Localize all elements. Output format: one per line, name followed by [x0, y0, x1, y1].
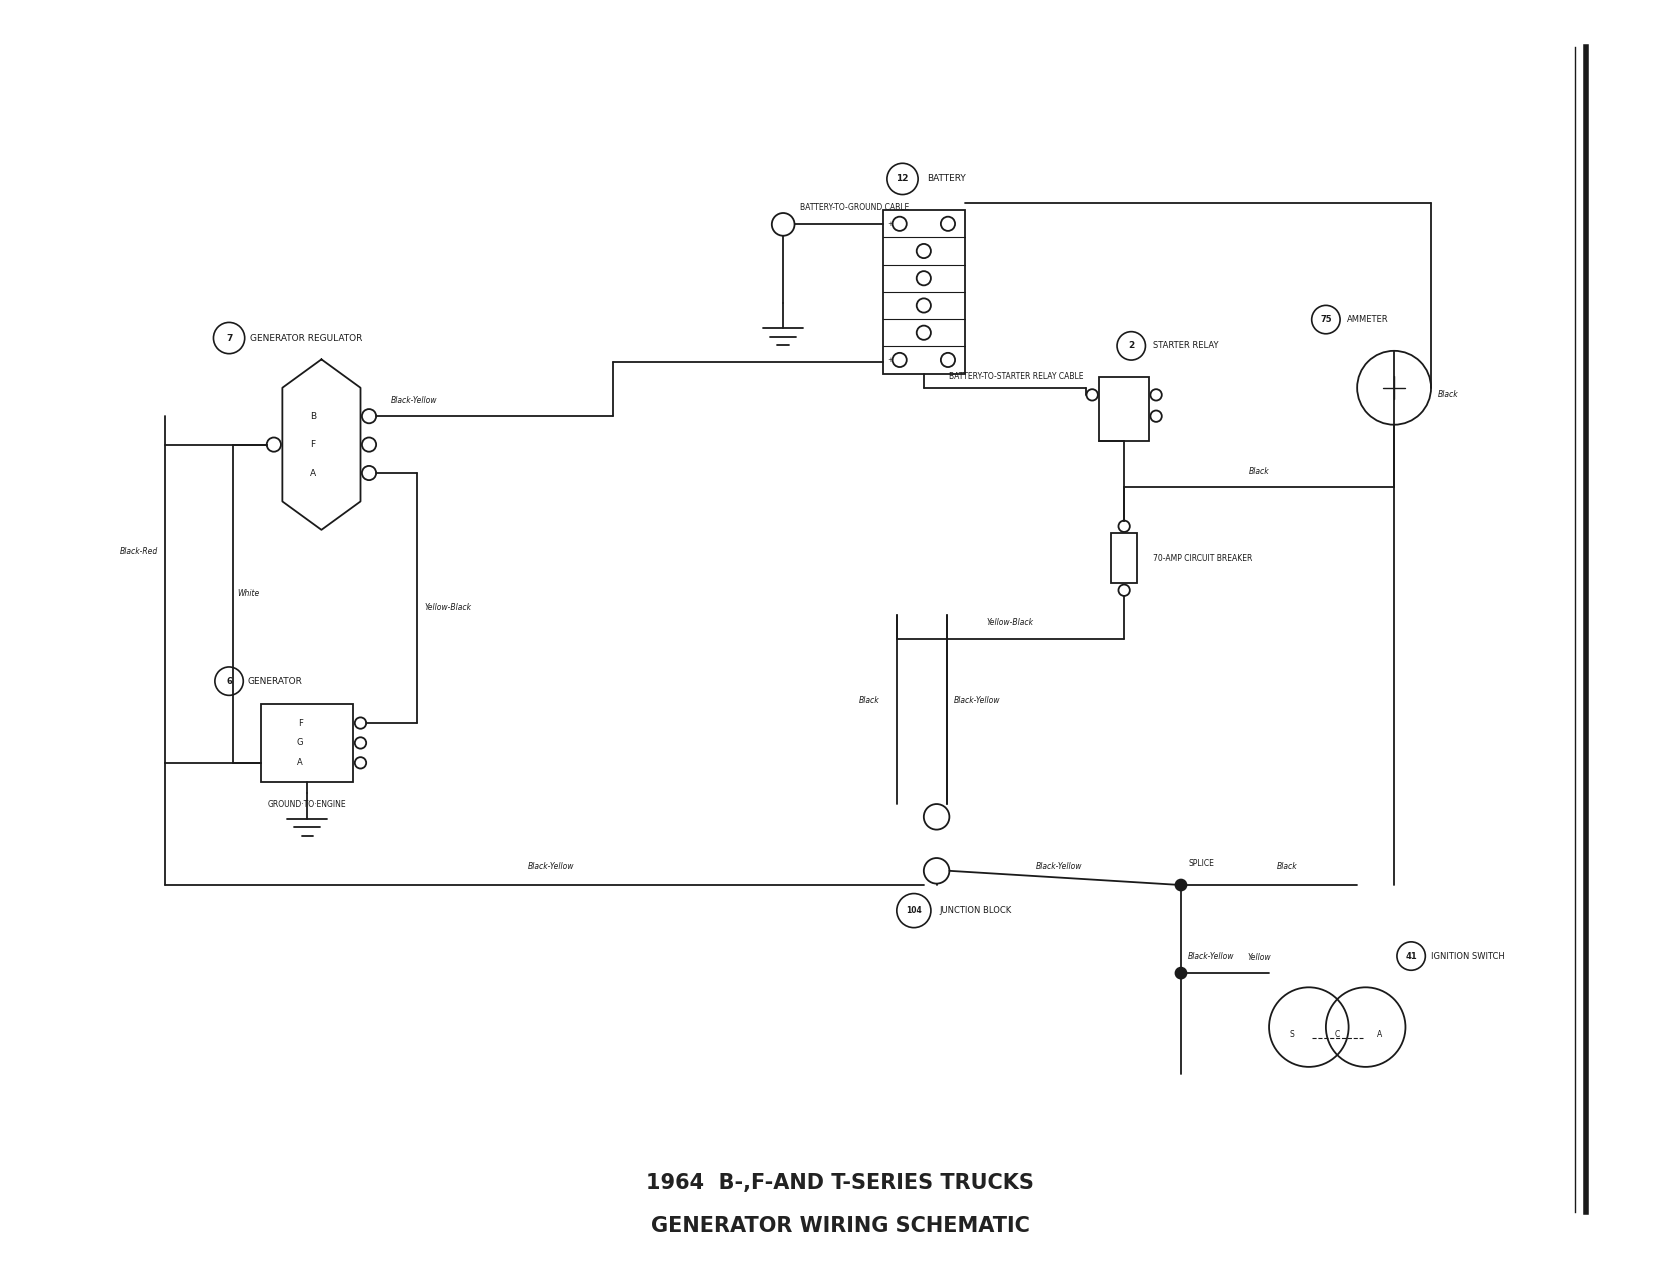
Bar [1112, 533, 1137, 583]
Circle shape [1176, 879, 1186, 891]
Text: BATTERY-TO-STARTER RELAY CABLE: BATTERY-TO-STARTER RELAY CABLE [949, 372, 1084, 381]
Text: G: G [297, 739, 304, 748]
Bar [1099, 377, 1149, 441]
Text: Black: Black [1277, 862, 1299, 871]
Text: Black-Yellow: Black-Yellow [390, 396, 437, 405]
Circle shape [1176, 968, 1186, 979]
Bar [260, 704, 353, 782]
Text: Black: Black [858, 696, 880, 705]
Text: +: + [887, 221, 892, 227]
Text: Black: Black [1248, 467, 1270, 476]
Text: Black-Red: Black-Red [119, 547, 158, 556]
Text: F: F [311, 440, 316, 449]
Text: JUNCTION BLOCK: JUNCTION BLOCK [939, 906, 1011, 915]
Text: BATTERY-TO-GROUND CABLE: BATTERY-TO-GROUND CABLE [800, 203, 909, 212]
Text: GENERATOR REGULATOR: GENERATOR REGULATOR [250, 333, 363, 342]
Text: Yellow-Black: Yellow-Black [425, 604, 472, 613]
Text: AMMETER: AMMETER [1347, 315, 1389, 324]
Text: 41: 41 [1404, 951, 1416, 960]
Text: Black: Black [1438, 390, 1458, 399]
Text: F: F [297, 718, 302, 727]
Text: 104: 104 [906, 906, 922, 915]
Text: Black-Yellow: Black-Yellow [1188, 951, 1235, 960]
Text: A: A [309, 468, 316, 477]
Text: Black-Yellow: Black-Yellow [528, 862, 575, 871]
Text: A: A [1378, 1030, 1383, 1039]
Text: A: A [297, 758, 302, 767]
Text: 2: 2 [1129, 341, 1134, 350]
Text: SPLICE: SPLICE [1188, 858, 1215, 867]
Text: 6: 6 [227, 677, 232, 686]
Text: S: S [1290, 1030, 1294, 1039]
Text: 12: 12 [895, 175, 909, 184]
Text: B: B [309, 412, 316, 421]
Text: GENERATOR WIRING SCHEMATIC: GENERATOR WIRING SCHEMATIC [650, 1216, 1030, 1236]
Text: Black-Yellow: Black-Yellow [954, 696, 1000, 705]
Text: STARTER RELAY: STARTER RELAY [1152, 341, 1218, 350]
Text: 1964  B-,F-AND T-SERIES TRUCKS: 1964 B-,F-AND T-SERIES TRUCKS [647, 1174, 1033, 1193]
Bar [882, 210, 964, 373]
Text: Yellow-Black: Yellow-Black [986, 618, 1033, 627]
Text: White: White [237, 589, 259, 598]
Text: IGNITION SWITCH: IGNITION SWITCH [1431, 951, 1505, 960]
Text: +: + [887, 356, 892, 363]
Text: Black-Yellow: Black-Yellow [1035, 862, 1082, 871]
Text: GENERATOR: GENERATOR [247, 677, 302, 686]
Text: GROUND·TO·ENGINE: GROUND·TO·ENGINE [267, 801, 346, 810]
Text: Yellow: Yellow [1247, 952, 1272, 961]
Text: BATTERY: BATTERY [927, 175, 966, 184]
Text: 75: 75 [1320, 315, 1332, 324]
Text: 7: 7 [225, 333, 232, 342]
Text: 70-AMP CIRCUIT BREAKER: 70-AMP CIRCUIT BREAKER [1152, 553, 1252, 562]
Text: C: C [1334, 1030, 1341, 1039]
